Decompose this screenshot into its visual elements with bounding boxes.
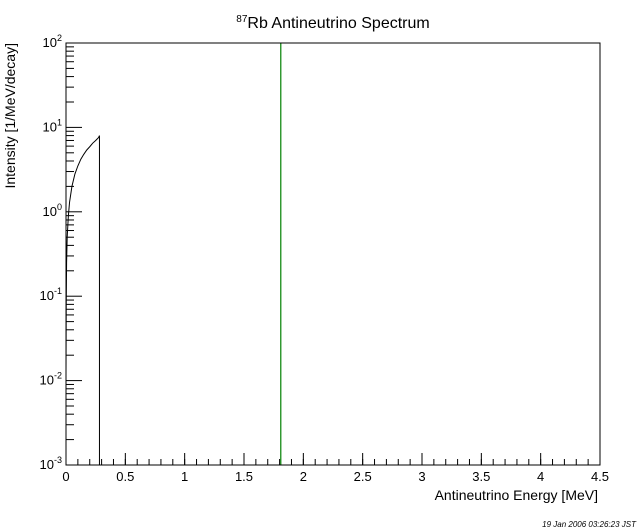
ticks: 0 0.5 1 1.5 2 2.5 3 3.5 4 4.5 10-3 10-2 10-1 100 101 10… [40,33,610,484]
y-tick-label: 10-1 [40,286,62,303]
title-superscript: 87 [236,14,248,25]
x-tick-label: 3.5 [472,469,490,484]
y-tick-label: 102 [43,33,62,50]
y-tick-label: 101 [43,117,62,134]
x-tick-label: 1 [181,469,188,484]
x-tick-label: 2.5 [354,469,372,484]
plot-frame [65,42,601,466]
x-tick-label: 0 [62,469,69,484]
x-axis-label: Antineutrino Energy [MeV] [435,487,598,503]
title-main: Rb Antineutrino Spectrum [247,15,429,32]
x-tick-label: 4.5 [591,469,609,484]
chart-title: 87Rb Antineutrino Spectrum [236,14,429,32]
x-tick-label: 3 [418,469,425,484]
x-tick-label: 0.5 [116,469,134,484]
series-group [65,43,282,465]
x-tick-label: 4 [537,469,544,484]
y-tick-label: 10-2 [40,371,62,388]
x-tick-label: 2 [300,469,307,484]
spectrum-line [65,135,100,465]
y-tick-label: 100 [43,202,62,219]
y-tick-label: 10-3 [40,455,62,472]
timestamp: 19 Jan 2006 03:26:23 JST [542,520,637,529]
y-axis-label: Intensity [1/MeV/decay] [2,43,18,189]
x-tick-label: 1.5 [235,469,253,484]
